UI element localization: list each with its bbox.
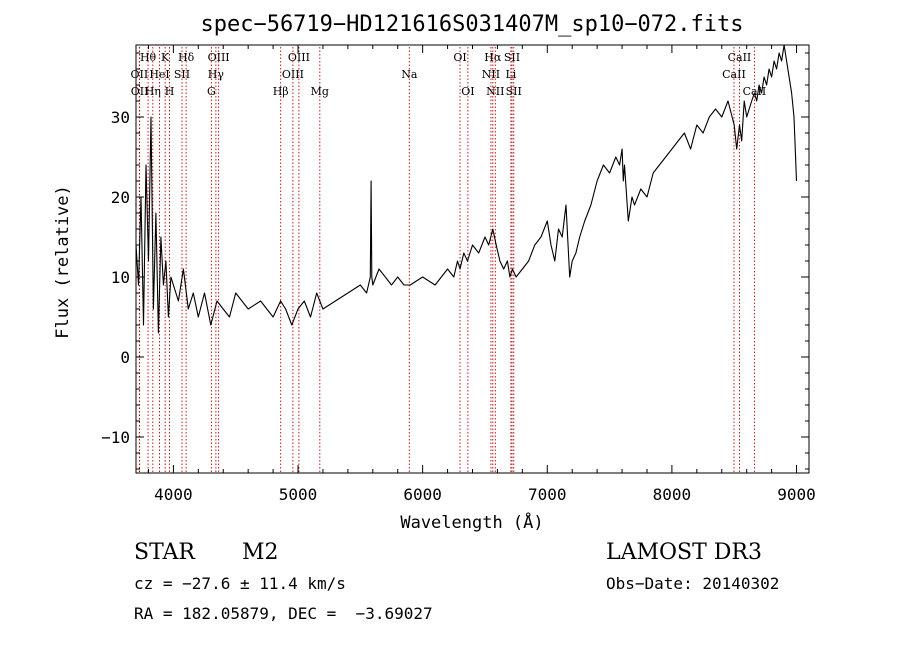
coordinates-readout: RA = 182.05879, DEC = −3.69027 <box>134 604 433 623</box>
y-tick-label: 30 <box>111 108 130 127</box>
y-tick-label: 20 <box>111 188 130 207</box>
spectral-line-label: SII <box>506 85 522 98</box>
spectral-line-label: OII <box>131 68 149 81</box>
spectral-line-label: SII <box>174 68 190 81</box>
spectral-line-label: Hδ <box>178 51 195 64</box>
spectral-line-label: CaII <box>743 85 767 98</box>
line-labels: Hθ OII OII K HeI Hη Hδ SII H OIII Hγ G OIII OIII Hβ Mg N… <box>131 51 767 98</box>
spectral-line-label: Li <box>505 68 516 81</box>
spectral-line-label: CaII <box>722 68 746 81</box>
y-tick-label: 0 <box>120 348 130 367</box>
spectral-line-markers <box>138 47 755 473</box>
spectral-line-label: CaII <box>728 51 752 64</box>
x-tick-label: 6000 <box>403 485 442 504</box>
object-class: STAR <box>134 540 195 565</box>
spectral-line-label: NII <box>482 68 500 81</box>
flux-line <box>135 44 798 334</box>
spectral-line-label: HeI <box>149 68 169 81</box>
x-tick-label: 9000 <box>777 485 816 504</box>
survey-name: LAMOST DR3 <box>606 540 762 565</box>
spectral-line-label: Hβ <box>273 85 289 98</box>
x-tick-label: 4000 <box>154 485 193 504</box>
axes: 4000 5000 6000 7000 8000 9000 −10 0 10 20 30 <box>101 44 816 504</box>
chart-title: spec−56719−HD121616S031407M_sp10−072.fit… <box>200 12 743 37</box>
spectral-line-label: K <box>161 51 170 64</box>
x-tick-label: 5000 <box>279 485 318 504</box>
spectral-line-label: OIII <box>282 68 304 81</box>
spectral-line-label: Hη <box>145 85 161 98</box>
spectral-line-label: SII <box>504 51 520 64</box>
spectral-line-label: Na <box>401 68 418 81</box>
observation-date: Obs−Date: 20140302 <box>606 574 780 593</box>
spectral-line-label: G <box>207 85 216 98</box>
redshift-readout: cz = −27.6 ± 11.4 km/s <box>134 574 346 593</box>
spectral-line-label: Hα <box>484 51 502 64</box>
spectral-line-label: H <box>165 85 175 98</box>
object-subclass: M2 <box>242 540 279 565</box>
plot-frame <box>135 44 810 474</box>
spectral-line-label: OI <box>461 85 474 98</box>
spectral-line-label: OIII <box>288 51 310 64</box>
spectral-line-label: Hγ <box>208 68 225 81</box>
x-tick-label: 7000 <box>528 485 567 504</box>
y-tick-label: −10 <box>101 428 130 447</box>
x-tick-label: 8000 <box>653 485 692 504</box>
spectral-line-label: OII <box>131 85 149 98</box>
spectral-line-label: Mg <box>311 85 329 98</box>
spectrum-series <box>135 44 798 334</box>
spectral-line-label: Hθ <box>140 51 157 64</box>
spectral-line-label: OI <box>453 51 466 64</box>
spectral-line-label: NII <box>486 85 504 98</box>
y-axis-label: Flux (relative) <box>53 185 73 339</box>
x-axis-label: Wavelength (Å) <box>400 511 543 533</box>
y-tick-label: 10 <box>111 268 130 287</box>
spectral-line-label: OIII <box>208 51 230 64</box>
